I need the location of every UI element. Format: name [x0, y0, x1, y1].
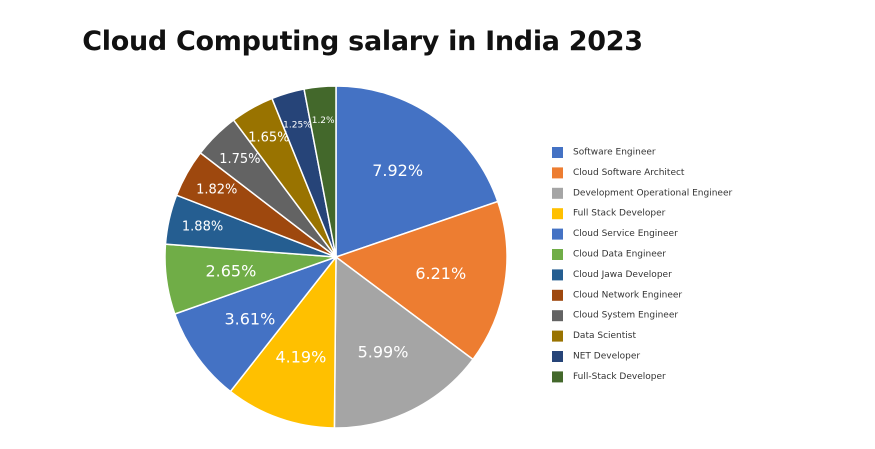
slice-label-software-engineer: 7.92%	[372, 161, 423, 180]
pie-slices	[164, 85, 508, 429]
legend-swatch-software-engineer	[552, 147, 563, 158]
pie-slice-development-operational-engineer	[333, 255, 474, 429]
legend-label-cloud-service-engineer: Cloud Service Engineer	[573, 229, 678, 239]
legend-label-cloud-network-engineer: Cloud Network Engineer	[573, 290, 682, 300]
chart-title: Cloud Computing salary in India 2023	[82, 26, 643, 57]
legend-swatch-data-scientist	[552, 330, 563, 342]
pie-slice-cloud-service-engineer	[173, 255, 339, 393]
pie-slice-full-stack-developer	[229, 254, 337, 429]
legend-label-full-stack-developer: Full Stack Developer	[573, 209, 666, 219]
slice-label-cloud-data-engineer: 2.65%	[205, 261, 256, 280]
legend-label-data-scientist: Data Scientist	[573, 331, 636, 341]
legend-swatch-net-developer	[552, 351, 563, 362]
slice-label-full-stack-developer: 4.19%	[275, 348, 326, 367]
chart-legend: Software Engineer Cloud Software Architec…	[552, 147, 732, 383]
legend-label-cloud-data-engineer: Cloud Data Engineer	[573, 250, 666, 260]
legend-swatch-development-operational-engineer	[552, 187, 563, 199]
slice-label-full-stack-developer: 1.2%	[312, 116, 335, 126]
slice-label-net-developer: 1.25%	[283, 121, 312, 131]
pie-slice-full-stack-developer	[303, 85, 337, 258]
legend-swatch-cloud-network-engineer	[552, 289, 563, 301]
slice-label-cloud-service-engineer: 3.61%	[224, 309, 275, 328]
legend-swatch-cloud-software-architect	[552, 167, 563, 179]
legend-label-full-stack-developer: Full-Stack Developer	[573, 372, 666, 382]
legend-label-development-operational-engineer: Development Operational Engineer	[573, 188, 732, 198]
slice-label-cloud-jawa-developer: 1.88%	[182, 219, 223, 234]
legend-swatch-cloud-data-engineer	[552, 249, 563, 260]
slice-label-cloud-network-engineer: 1.82%	[196, 182, 237, 197]
legend-swatch-full-stack-developer	[552, 208, 563, 220]
legend-label-cloud-jawa-developer: Cloud Jawa Developer	[573, 270, 672, 280]
slice-label-development-operational-engineer: 5.99%	[358, 343, 409, 362]
legend-swatch-cloud-service-engineer	[552, 228, 563, 240]
legend-label-cloud-software-architect: Cloud Software Architect	[573, 168, 685, 178]
legend-swatch-full-stack-developer	[552, 371, 563, 383]
legend-label-net-developer: NET Developer	[573, 352, 640, 362]
legend-swatch-cloud-jawa-developer	[552, 269, 563, 281]
slice-label-cloud-system-engineer: 1.75%	[219, 152, 260, 167]
pie-slice-labels: 7.92% 6.21% 5.99% 4.19% 3.61% 2.65% 1.88% 1.82%…	[182, 116, 466, 367]
legend-label-software-engineer: Software Engineer	[573, 148, 656, 158]
legend-swatch-cloud-system-engineer	[552, 310, 563, 322]
pie-slice-cloud-software-architect	[334, 200, 508, 361]
slice-label-cloud-software-architect: 6.21%	[415, 264, 466, 283]
slice-label-data-scientist: 1.65%	[248, 130, 289, 145]
legend-label-cloud-system-engineer: Cloud System Engineer	[573, 311, 678, 321]
pie-slice-software-engineer	[335, 85, 499, 259]
